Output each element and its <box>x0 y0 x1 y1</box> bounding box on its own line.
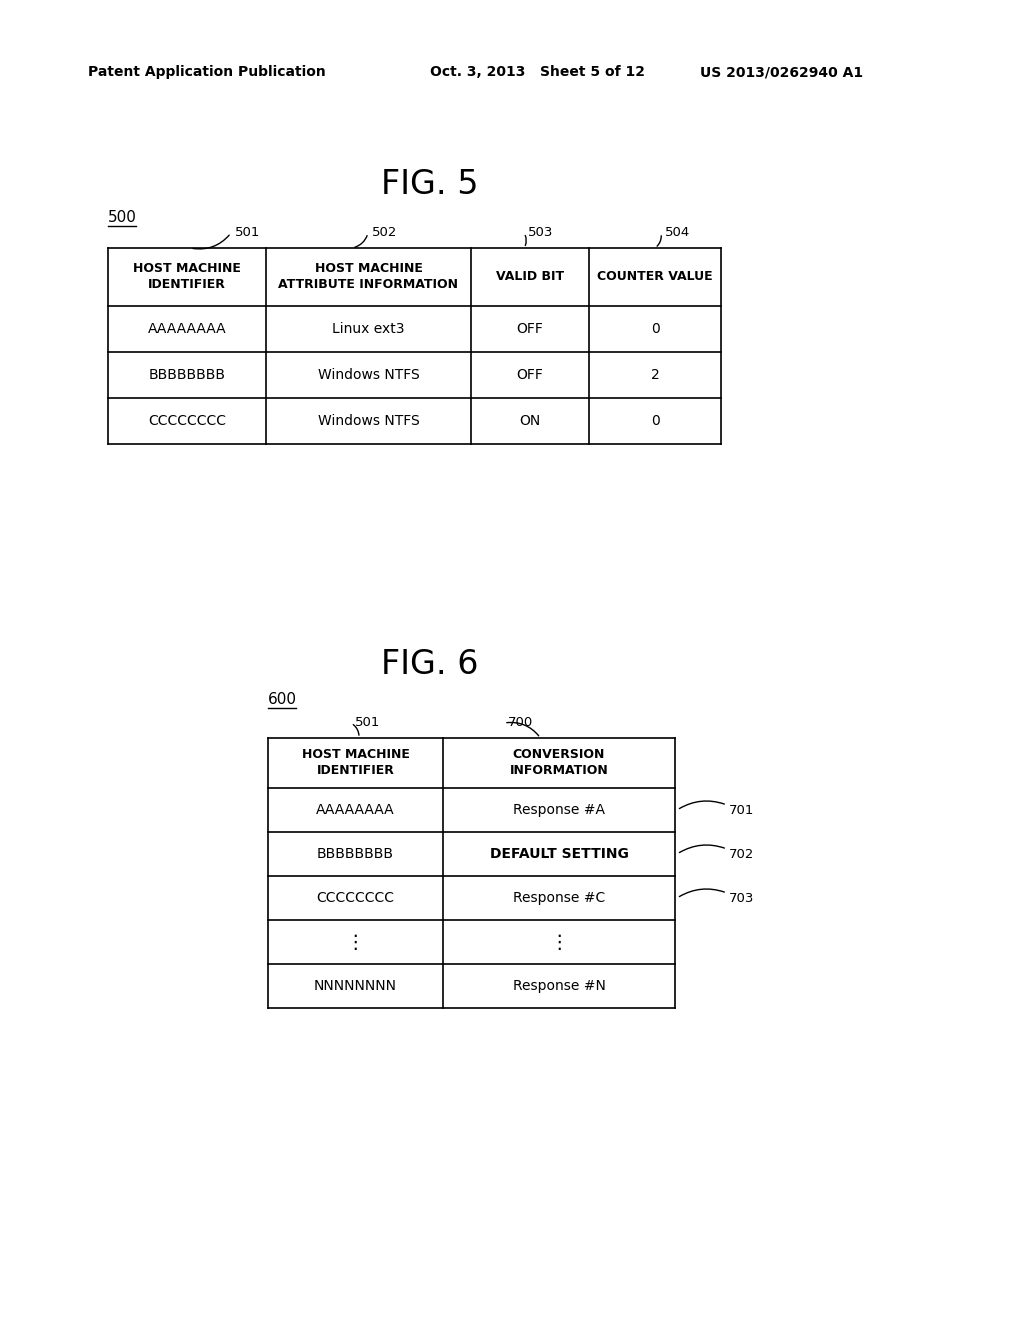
Text: HOST MACHINE
ATTRIBUTE INFORMATION: HOST MACHINE ATTRIBUTE INFORMATION <box>279 263 459 292</box>
Text: VALID BIT: VALID BIT <box>496 271 564 284</box>
Text: COUNTER VALUE: COUNTER VALUE <box>597 271 713 284</box>
Text: 502: 502 <box>372 227 397 239</box>
Text: AAAAAAAA: AAAAAAAA <box>316 803 395 817</box>
Text: Response #C: Response #C <box>513 891 605 906</box>
Text: AAAAAAAA: AAAAAAAA <box>147 322 226 337</box>
Text: CONVERSION
INFORMATION: CONVERSION INFORMATION <box>510 748 608 777</box>
Text: US 2013/0262940 A1: US 2013/0262940 A1 <box>700 65 863 79</box>
Text: Response #N: Response #N <box>513 979 605 993</box>
Text: FIG. 6: FIG. 6 <box>381 648 479 681</box>
Text: ⋮: ⋮ <box>346 932 366 952</box>
Text: HOST MACHINE
IDENTIFIER: HOST MACHINE IDENTIFIER <box>133 263 241 292</box>
Text: FIG. 5: FIG. 5 <box>381 169 479 202</box>
Text: 0: 0 <box>650 322 659 337</box>
Text: NNNNNNNN: NNNNNNNN <box>314 979 397 993</box>
Text: OFF: OFF <box>516 368 544 381</box>
Text: Patent Application Publication: Patent Application Publication <box>88 65 326 79</box>
Text: ON: ON <box>519 414 541 428</box>
Text: DEFAULT SETTING: DEFAULT SETTING <box>489 847 629 861</box>
Text: ⋮: ⋮ <box>549 932 568 952</box>
Text: HOST MACHINE
IDENTIFIER: HOST MACHINE IDENTIFIER <box>301 748 410 777</box>
Text: 2: 2 <box>650 368 659 381</box>
Text: 0: 0 <box>650 414 659 428</box>
Text: BBBBBBBB: BBBBBBBB <box>148 368 225 381</box>
Text: Response #A: Response #A <box>513 803 605 817</box>
Text: 701: 701 <box>729 804 755 817</box>
Text: 503: 503 <box>528 227 553 239</box>
Text: Linux ext3: Linux ext3 <box>332 322 404 337</box>
Text: Windows NTFS: Windows NTFS <box>317 368 420 381</box>
Text: 504: 504 <box>665 227 690 239</box>
Text: OFF: OFF <box>516 322 544 337</box>
Text: 500: 500 <box>108 210 137 226</box>
Text: 501: 501 <box>355 717 380 730</box>
Text: 600: 600 <box>268 693 297 708</box>
Text: Windows NTFS: Windows NTFS <box>317 414 420 428</box>
Text: BBBBBBBB: BBBBBBBB <box>317 847 394 861</box>
Text: CCCCCCCC: CCCCCCCC <box>148 414 226 428</box>
Text: 700: 700 <box>508 717 534 730</box>
Text: 702: 702 <box>729 847 755 861</box>
Text: Oct. 3, 2013   Sheet 5 of 12: Oct. 3, 2013 Sheet 5 of 12 <box>430 65 645 79</box>
Text: 501: 501 <box>234 227 260 239</box>
Text: CCCCCCCC: CCCCCCCC <box>316 891 394 906</box>
Text: 703: 703 <box>729 891 755 904</box>
